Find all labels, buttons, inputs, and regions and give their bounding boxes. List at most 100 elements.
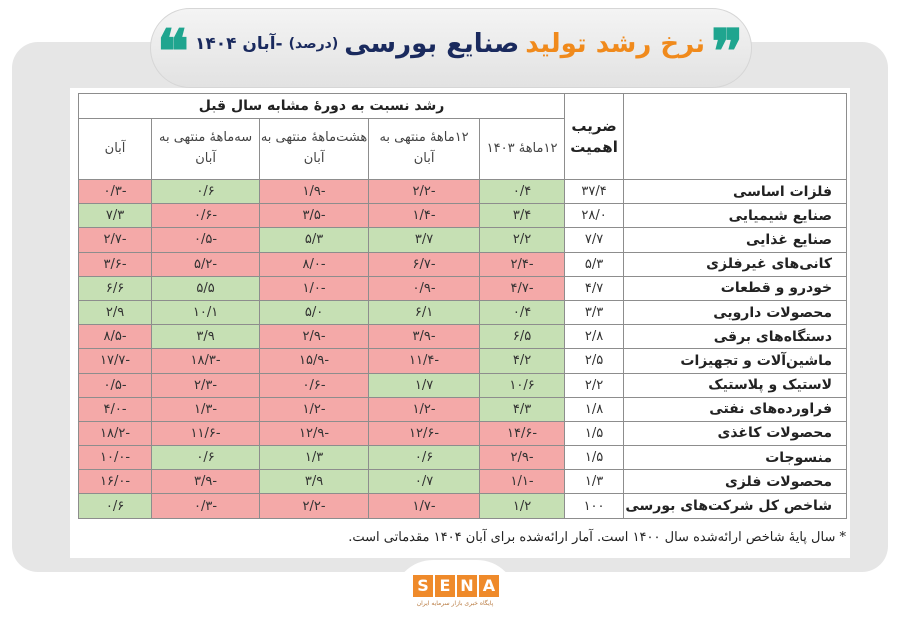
industry-header bbox=[623, 93, 848, 180]
growth-cell: -۳/۶ bbox=[77, 251, 153, 277]
growth-cell: ۰/۶ bbox=[151, 178, 261, 205]
weight-value: ۲/۵ bbox=[564, 348, 625, 374]
growth-cell: -۱۱/۶ bbox=[151, 420, 261, 447]
table-row: دستگاه‌های برقی ۲/۸ ۶/۵ -۳/۹ -۲/۹ ۳/۹ -۸/۵ bbox=[77, 324, 848, 350]
growth-cell: -۲/۷ bbox=[77, 227, 153, 253]
weight-value: ۳/۳ bbox=[564, 299, 625, 326]
growth-cell: -۱/۷ bbox=[368, 493, 481, 519]
growth-cell: -۱/۱ bbox=[479, 469, 566, 495]
growth-cell: -۱۲/۹ bbox=[259, 420, 370, 447]
weight-value: ۱/۳ bbox=[564, 469, 625, 495]
table-row: صنایع شیمیایی ۲۸/۰ ۳/۴ -۱/۴ -۳/۵ -۰/۶ ۷/۳ bbox=[77, 203, 848, 229]
weight-value: ۱/۵ bbox=[564, 420, 625, 447]
col-header-aban: آبان bbox=[77, 118, 153, 180]
growth-cell: ۵/۰ bbox=[259, 299, 370, 326]
table-row: منسوجات ۱/۵ -۲/۹ ۰/۶ ۱/۳ ۰/۶ -۱۰/۰ bbox=[77, 445, 848, 471]
growth-cell: -۱۸/۳ bbox=[151, 348, 261, 374]
growth-cell: ۴/۳ bbox=[479, 396, 566, 422]
growth-cell: -۳/۹ bbox=[368, 324, 481, 350]
growth-cell: -۲/۲ bbox=[368, 178, 481, 205]
industry-name: صنایع غذایی bbox=[623, 227, 848, 253]
title-unit: (درصد) bbox=[288, 36, 339, 52]
logo-letter: S bbox=[413, 575, 433, 597]
growth-cell: -۱/۳ bbox=[151, 396, 261, 422]
table-row: لاستیک و پلاستیک ۲/۲ ۱۰/۶ ۱/۷ -۰/۶ -۲/۳ -۰/۵ bbox=[77, 372, 848, 398]
growth-cell: ۷/۳ bbox=[77, 203, 153, 229]
growth-cell: ۵/۵ bbox=[151, 275, 261, 301]
table-row: فلزات اساسی ۳۷/۴ ۰/۴ -۲/۲ -۱/۹ ۰/۶ -۰/۳ bbox=[77, 178, 848, 205]
growth-cell: -۱۰/۰ bbox=[77, 445, 153, 471]
growth-cell: -۱۴/۶ bbox=[479, 420, 566, 447]
table-row: محصولات کاغذی ۱/۵ -۱۴/۶ -۱۲/۶ -۱۲/۹ -۱۱/۶ -۱۸/… bbox=[77, 420, 848, 447]
title-part-industries: صنایع بورسی bbox=[344, 29, 520, 59]
industry-name: لاستیک و پلاستیک bbox=[623, 372, 848, 398]
industry-name: شاخص کل شرکت‌های بورسی bbox=[623, 493, 848, 519]
growth-cell: -۳/۵ bbox=[259, 203, 370, 229]
growth-cell: ۰/۴ bbox=[479, 299, 566, 326]
table-row: ماشین‌آلات و تجهیزات ۲/۵ ۴/۲ -۱۱/۴ -۱۵/۹ -۱۸/… bbox=[77, 348, 848, 374]
growth-cell: ۰/۴ bbox=[479, 178, 566, 205]
industry-name: فلزات اساسی bbox=[623, 178, 848, 205]
industry-name: منسوجات bbox=[623, 445, 848, 471]
growth-cell: -۱/۹ bbox=[259, 178, 370, 205]
growth-cell: -۰/۵ bbox=[77, 372, 153, 398]
growth-cell: -۱۱/۴ bbox=[368, 348, 481, 374]
col-header-8m-aban: هشت‌ماههٔ منتهی به آبان bbox=[259, 118, 370, 180]
group-header: رشد نسبت به دورهٔ مشابه سال قبل bbox=[77, 93, 566, 119]
growth-cell: ۳/۹ bbox=[259, 469, 370, 495]
growth-cell: -۱/۲ bbox=[259, 396, 370, 422]
logo-letter: A bbox=[479, 575, 499, 597]
growth-cell: -۰/۳ bbox=[77, 178, 153, 205]
table-row: محصولات فلزی ۱/۳ -۱/۱ ۰/۷ ۳/۹ -۳/۹ -۱۶/۰ bbox=[77, 469, 848, 495]
growth-cell: -۶/۷ bbox=[368, 251, 481, 277]
growth-cell: -۰/۶ bbox=[151, 203, 261, 229]
weight-value: ۲/۸ bbox=[564, 324, 625, 350]
growth-cell: ۶/۱ bbox=[368, 299, 481, 326]
growth-cell: ۰/۶ bbox=[368, 445, 481, 471]
growth-cell: ۲/۹ bbox=[77, 299, 153, 326]
growth-cell: ۰/۶ bbox=[77, 493, 153, 519]
growth-cell: -۰/۵ bbox=[151, 227, 261, 253]
title-part-growth: نرخ رشد تولید bbox=[525, 29, 706, 59]
growth-cell: -۳/۹ bbox=[151, 469, 261, 495]
industry-name: محصولات فلزی bbox=[623, 469, 848, 495]
growth-cell: -۱۸/۲ bbox=[77, 420, 153, 447]
growth-cell: -۲/۴ bbox=[479, 251, 566, 277]
weight-value: ۱/۸ bbox=[564, 396, 625, 422]
growth-cell: -۱۵/۹ bbox=[259, 348, 370, 374]
col-header-12m-aban: ۱۲ماههٔ منتهی به آبان bbox=[368, 118, 481, 180]
weight-value: ۱۰۰ bbox=[564, 493, 625, 519]
closing-quote-icon: ❞ bbox=[711, 22, 744, 66]
growth-cell: ۴/۲ bbox=[479, 348, 566, 374]
growth-cell: -۲/۳ bbox=[151, 372, 261, 398]
col-header-3m-aban: سه‌ماههٔ منتهی به آبان bbox=[151, 118, 261, 180]
industry-name: فراورده‌های نفتی bbox=[623, 396, 848, 422]
growth-cell: -۱/۲ bbox=[368, 396, 481, 422]
growth-cell: -۱۷/۷ bbox=[77, 348, 153, 374]
col-header-12m-1403: ۱۲ماههٔ ۱۴۰۳ bbox=[479, 118, 566, 180]
logo-tagline: پایگاه خبری بازار سرمایه ایران bbox=[416, 600, 494, 607]
growth-cell: ۶/۶ bbox=[77, 275, 153, 301]
industry-name: کانی‌های غیرفلزی bbox=[623, 251, 848, 277]
growth-cell: ۳/۴ bbox=[479, 203, 566, 229]
weight-value: ۷/۷ bbox=[564, 227, 625, 253]
logo-letter: N bbox=[457, 575, 477, 597]
growth-cell: -۵/۲ bbox=[151, 251, 261, 277]
industry-name: صنایع شیمیایی bbox=[623, 203, 848, 229]
opening-quote-icon: ❝ bbox=[156, 22, 189, 66]
growth-cell: ۱/۲ bbox=[479, 493, 566, 519]
growth-cell: -۱۶/۰ bbox=[77, 469, 153, 495]
industry-name: محصولات کاغذی bbox=[623, 420, 848, 447]
industry-name: خودرو و قطعات bbox=[623, 275, 848, 301]
table-row: کانی‌های غیرفلزی ۵/۳ -۲/۴ -۶/۷ -۸/۰ -۵/۲ -۳/۶ bbox=[77, 251, 848, 277]
weight-value: ۳۷/۴ bbox=[564, 178, 625, 205]
industry-name: دستگاه‌های برقی bbox=[623, 324, 848, 350]
growth-cell: ۵/۳ bbox=[259, 227, 370, 253]
weight-value: ۲۸/۰ bbox=[564, 203, 625, 229]
growth-cell: -۲/۹ bbox=[259, 324, 370, 350]
growth-cell: -۴/۰ bbox=[77, 396, 153, 422]
growth-cell: -۸/۰ bbox=[259, 251, 370, 277]
growth-cell: ۳/۷ bbox=[368, 227, 481, 253]
industry-name: ماشین‌آلات و تجهیزات bbox=[623, 348, 848, 374]
sena-logo: S E N A bbox=[413, 575, 499, 597]
